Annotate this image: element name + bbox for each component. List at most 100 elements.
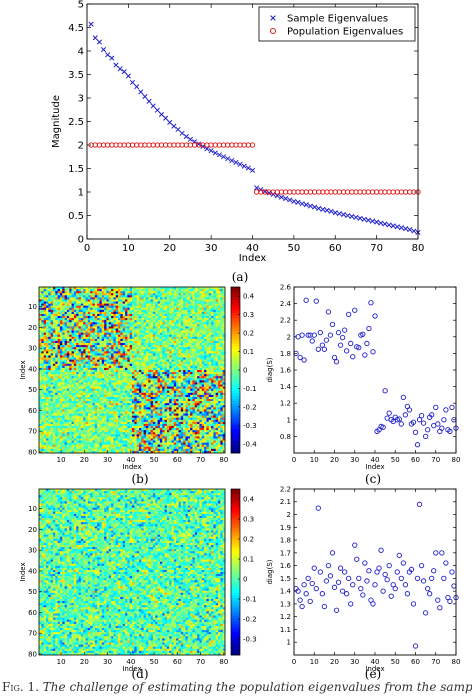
heatmap-cell: [62, 353, 65, 356]
heatmap-cell: [204, 351, 207, 354]
heatmap-cell: [73, 303, 77, 306]
heatmap-cell: [180, 378, 184, 381]
heatmap-cell: [92, 338, 96, 342]
data-point: [249, 167, 256, 173]
heatmap-cell: [141, 313, 144, 317]
heatmap-cell: [50, 405, 54, 408]
heatmap-cell: [159, 307, 163, 311]
heatmap-cell: [90, 318, 93, 321]
heatmap-cell: [101, 361, 105, 365]
heatmap-cell: [136, 365, 140, 369]
heatmap-cell: [192, 289, 196, 292]
heatmap-cell: [213, 378, 216, 381]
data-point: [154, 107, 160, 113]
heatmap-cell: [48, 343, 51, 346]
heatmap-cell: [190, 301, 193, 304]
heatmap-cell: [194, 313, 198, 317]
heatmap-cell: [208, 318, 212, 321]
heatmap-cell: [194, 340, 198, 344]
heatmap-cell: [122, 338, 126, 342]
heatmap-cell: [155, 396, 158, 400]
heatmap-cell: [66, 357, 70, 360]
heatmap-cell: [222, 396, 226, 400]
heatmap-cell: [43, 309, 47, 313]
heatmap-cell: [180, 318, 184, 321]
heatmap-cell: [45, 378, 49, 381]
heatmap-cell: [129, 370, 133, 373]
heatmap-cell: [194, 399, 198, 402]
heatmap-cell: [111, 353, 114, 356]
heatmap-cell: [50, 378, 54, 381]
heatmap-cell: [64, 297, 68, 300]
heatmap-cell: [111, 401, 114, 404]
heatmap-cell: [71, 351, 75, 354]
heatmap-cell: [194, 343, 198, 346]
heatmap-cell: [164, 345, 168, 348]
heatmap-cell: [199, 370, 203, 373]
heatmap-cell: [197, 403, 200, 406]
heatmap-cell: [152, 347, 156, 350]
heatmap-cell: [122, 409, 126, 412]
heatmap-cell: [157, 334, 161, 338]
heatmap-cell: [55, 367, 58, 371]
heatmap-cell: [218, 318, 221, 321]
heatmap-cell: [157, 332, 161, 336]
heatmap-cell: [197, 345, 200, 348]
heatmap-cell: [97, 365, 100, 369]
heatmap-cell: [190, 399, 193, 402]
heatmap-cell: [64, 305, 68, 309]
heatmap-cell: [201, 361, 205, 365]
heatmap-cell: [159, 311, 163, 315]
heatmap-cell: [118, 303, 121, 306]
heatmap-cell: [92, 349, 96, 352]
heatmap-cell: [125, 326, 128, 329]
heatmap-cell: [213, 403, 216, 406]
heatmap-cell: [169, 357, 172, 360]
heatmap-cell: [39, 382, 42, 385]
heatmap-cell: [166, 309, 170, 313]
heatmap-cell: [215, 359, 219, 362]
heatmap-cell: [45, 357, 49, 360]
heatmap-cell: [78, 409, 82, 412]
heatmap-cell: [76, 287, 79, 290]
heatmap-cell: [76, 343, 79, 346]
data-point: [295, 199, 301, 205]
heatmap-cell: [118, 386, 121, 389]
heatmap-cell: [122, 322, 126, 325]
heatmap-cell: [80, 318, 84, 321]
heatmap-cell: [155, 384, 158, 387]
heatmap-cell: [122, 353, 126, 356]
heatmap-cell: [57, 291, 61, 294]
heatmap-cell: [50, 305, 54, 309]
heatmap-cell: [76, 309, 79, 313]
heatmap-cell: [220, 384, 223, 387]
heatmap-cell: [90, 357, 93, 360]
heatmap-cell: [159, 301, 163, 304]
heatmap-cell: [64, 343, 68, 346]
heatmap-cell: [85, 316, 89, 319]
heatmap-cell: [85, 390, 89, 394]
heatmap-cell: [134, 311, 137, 315]
heatmap-cell: [122, 396, 126, 400]
heatmap-cell: [162, 370, 165, 373]
heatmap-cell: [120, 361, 123, 365]
heatmap-cell: [122, 372, 126, 375]
heatmap-cell: [97, 388, 100, 392]
heatmap-cell: [94, 353, 98, 356]
heatmap-cell: [113, 361, 117, 365]
heatmap-cell: [204, 322, 207, 325]
heatmap-cell: [99, 332, 103, 336]
heatmap-cell: [197, 401, 200, 404]
heatmap-cell: [66, 392, 70, 396]
heatmap-cell: [176, 390, 179, 394]
heatmap-cell: [78, 322, 82, 325]
data-point: [328, 208, 334, 214]
heatmap-cell: [173, 386, 177, 389]
heatmap-cell: [55, 322, 58, 325]
heatmap-cell: [197, 326, 200, 329]
heatmap-cell: [213, 289, 216, 292]
heatmap-cell: [159, 394, 163, 398]
heatmap-cell: [206, 316, 210, 319]
heatmap-cell: [208, 297, 212, 300]
heatmap-cell: [97, 392, 100, 396]
